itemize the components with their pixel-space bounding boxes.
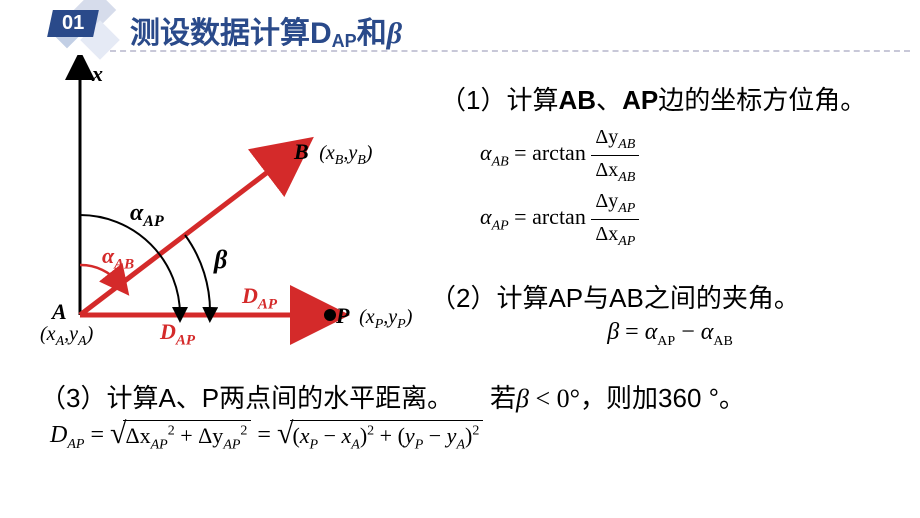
alpha-AB-label: αAB xyxy=(102,243,134,273)
condition-text: 若β < 0°，则加360 °。 xyxy=(490,378,745,415)
step3-heading: （3）计算A、P两点间的水平距离。 xyxy=(40,378,910,415)
s2-num: （2） xyxy=(430,283,496,313)
step1-heading: （1）计算AB、AP边的坐标方位角。 xyxy=(440,80,910,117)
section-number-badge: 01 xyxy=(47,10,99,37)
alpha-AP-label: αAP xyxy=(130,200,164,231)
title-conj: 和 xyxy=(357,17,387,50)
A-coords: (xA,yA) xyxy=(40,323,93,350)
point-B: B (xB,yB) xyxy=(294,139,372,169)
s1-b1: AB xyxy=(558,85,596,115)
s1-t1: 计算 xyxy=(506,85,558,115)
step2-block: （2）计算AP与AB之间的夹角。 β = αAP − αAB xyxy=(430,278,910,350)
beta-formula: β = αAP − αAB xyxy=(430,319,910,350)
s1-sep: 、 xyxy=(596,85,622,115)
alpha-AP-formula: αAP = arctan ΔyAP ΔxAP xyxy=(480,187,910,251)
step2-heading: （2）计算AP与AB之间的夹角。 xyxy=(430,278,910,315)
title-part1: 测设数据计算D xyxy=(130,17,332,50)
s1-b2: AP xyxy=(622,85,658,115)
s1-num: （1） xyxy=(440,85,506,115)
slide-header: 01 测设数据计算DAP和β xyxy=(0,0,920,50)
section-number: 01 xyxy=(62,12,84,35)
D-AP-lower: DAP xyxy=(160,319,195,349)
D-AP-upper: DAP xyxy=(242,283,277,313)
step1-block: （1）计算AB、AP边的坐标方位角。 αAB = arctan ΔyAB ΔxA… xyxy=(440,80,910,251)
point-A: A xyxy=(52,299,67,325)
point-P: P (xP,yP) xyxy=(336,303,412,333)
beta-label: β xyxy=(214,245,227,275)
s3-text: 计算A、P两点间的水平距离。 xyxy=(106,383,453,413)
s2-text: 计算AP与AB之间的夹角。 xyxy=(496,283,799,313)
distance-formula: DAP = √ ΔxAP2 + ΔyAP2 = √ (xP − xA)2 + (… xyxy=(50,420,483,453)
geometry-diagram: x B (xB,yB) αAP αAB β A (xA,yA) DAP DAP … xyxy=(30,55,430,355)
slide-title: 测设数据计算DAP和β xyxy=(130,8,402,52)
title-beta: β xyxy=(387,17,402,50)
header-underline xyxy=(110,50,910,52)
alpha-AB-formula: αAB = arctan ΔyAB ΔxAB xyxy=(480,123,910,187)
s3-num: （3） xyxy=(40,383,106,413)
s1-t2: 边的坐标方位角。 xyxy=(658,85,866,115)
B-letter: B xyxy=(294,139,309,164)
x-axis-label: x xyxy=(92,61,103,87)
title-sub: AP xyxy=(332,31,357,51)
